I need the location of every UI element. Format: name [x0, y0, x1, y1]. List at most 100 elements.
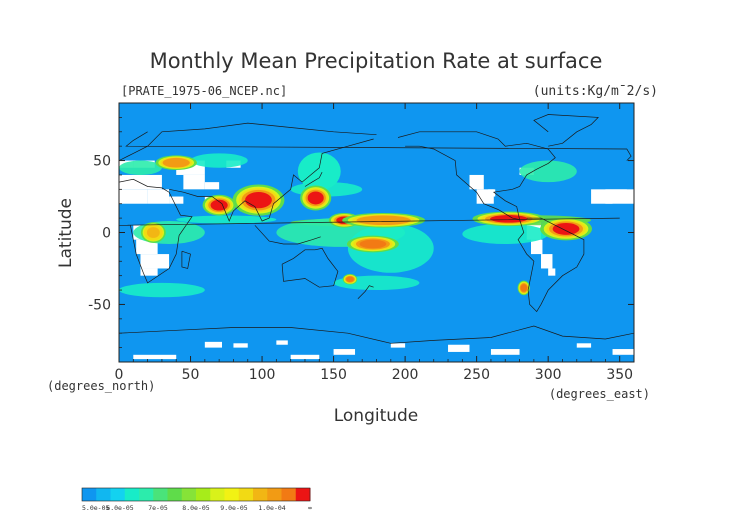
missing-data-patch	[169, 196, 184, 204]
chart-subtitle: [PRATE_1975-06_NCEP.nc]	[121, 84, 287, 98]
x-axis: 0 50 100 150 200 250 300 350	[115, 103, 633, 383]
precip-streak	[462, 223, 549, 245]
coastline-layer	[119, 114, 634, 344]
coastline	[281, 247, 339, 288]
missing-data-patch	[204, 182, 220, 190]
x-tick-label: 350	[606, 367, 633, 383]
x-tick-label: 0	[115, 367, 124, 383]
missing-data-patch	[612, 349, 634, 355]
missing-data-patch	[390, 343, 406, 348]
colorbar-label: 1.0e-04	[258, 504, 285, 512]
coastline	[119, 178, 620, 284]
y-tick-label: 50	[93, 154, 111, 170]
coastline	[169, 138, 374, 222]
missing-data-patch	[140, 268, 158, 276]
colorbar-swatch	[224, 488, 240, 501]
colorbar-swatch	[124, 488, 140, 501]
y-tick-label: 0	[102, 226, 111, 242]
precip-streak	[119, 282, 205, 298]
colorbar-swatch	[82, 488, 97, 501]
chart-units: (units:Kg/m¯2/s)	[533, 84, 658, 99]
coastline	[254, 225, 321, 245]
colorbar-labels: 5.0e-056.0e-05 7e-05 8.0e-05 9.0e-05 1.0e-04…	[82, 504, 312, 512]
y-axis-label: Latitude	[56, 198, 76, 268]
coastline	[125, 131, 632, 161]
colorbar-label: 5.0e-05	[82, 504, 109, 512]
missing-data-patch	[541, 254, 553, 269]
colorbar-swatch	[196, 488, 211, 501]
precip-region	[146, 227, 160, 238]
missing-data-patch	[119, 189, 148, 204]
precip-streak	[119, 160, 162, 175]
colorbar-swatch	[153, 488, 168, 501]
x-tick-label: 50	[182, 367, 200, 383]
coastline	[304, 171, 323, 187]
precip-region	[362, 216, 406, 225]
colorbar-label: 9.0e-05	[220, 504, 247, 512]
precipitation-layer	[119, 152, 592, 298]
missing-data-patch	[548, 268, 556, 276]
colorbar-label: ∞	[308, 504, 312, 512]
y-axis: 50 0 -50	[88, 116, 634, 349]
colorbar-swatch	[253, 488, 268, 501]
x-tick-label: 150	[320, 367, 347, 383]
colorbar-swatch	[139, 488, 154, 501]
missing-data-patch	[183, 174, 205, 190]
missing-data-patch	[333, 349, 356, 355]
colorbar-label: 7e-05	[148, 504, 168, 512]
precip-region	[307, 191, 324, 205]
precip-region	[490, 215, 528, 223]
missing-data-patch	[290, 354, 320, 360]
x-tick-label: 100	[249, 367, 276, 383]
missing-data-patch	[204, 341, 222, 348]
colorbar-swatch	[281, 488, 297, 501]
coastline	[397, 131, 556, 220]
coastline	[181, 250, 191, 269]
x-tick-label: 200	[392, 367, 419, 383]
precip-streak	[176, 215, 277, 224]
missing-data-patch	[147, 189, 170, 204]
precip-region	[359, 239, 387, 249]
y-unit-label: (degrees_north)	[47, 379, 155, 393]
missing-data-patch	[531, 239, 543, 255]
precip-streak	[190, 153, 248, 168]
colorbar-swatch	[295, 488, 311, 501]
chart-title: Monthly Mean Precipitation Rate at surfa…	[150, 49, 603, 73]
x-tick-label: 250	[463, 367, 490, 383]
precip-region	[552, 222, 580, 235]
coastline	[517, 217, 585, 313]
missing-data-patch	[119, 174, 162, 190]
x-axis-label: Longitude	[334, 406, 419, 426]
missing-data-patch	[490, 349, 520, 355]
coastline	[119, 325, 634, 344]
missing-data-patch	[576, 343, 592, 348]
colorbar-label: 8.0e-05	[182, 504, 209, 512]
missing-data-patch	[276, 340, 288, 345]
precip-region	[346, 276, 354, 282]
x-tick-label: 300	[535, 367, 562, 383]
missing-data-patch	[612, 189, 627, 197]
colorbar-swatch	[210, 488, 225, 501]
precip-streak	[519, 160, 577, 183]
missing-data-patch	[140, 254, 170, 269]
precip-region	[165, 158, 187, 167]
coastline	[533, 114, 599, 147]
colorbar-frame	[81, 487, 311, 502]
x-unit-label: (degrees_east)	[549, 387, 650, 401]
missing-data-patch	[488, 189, 496, 197]
colorbar-swatch	[96, 488, 111, 501]
coastline	[119, 122, 377, 161]
missing-data-patch	[136, 239, 158, 255]
colorbar-swatch	[167, 488, 183, 501]
colorbar-swatch	[267, 488, 282, 501]
missing-data-patch	[469, 174, 484, 190]
missing-data-patch	[233, 343, 248, 348]
coastline	[357, 285, 374, 299]
colorbar-swatch	[110, 488, 126, 501]
missing-data-patch	[133, 354, 177, 360]
colorbar-swatch	[238, 488, 254, 501]
precip-region	[520, 284, 528, 292]
missing-data-patch	[448, 344, 470, 352]
